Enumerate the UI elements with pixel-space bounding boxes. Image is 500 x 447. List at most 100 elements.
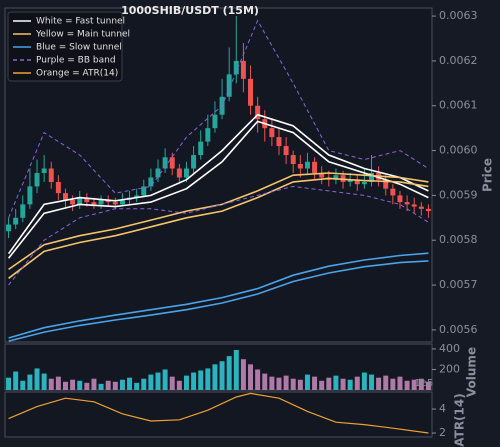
volume-bar: [98, 383, 104, 390]
candle-body: [212, 114, 218, 129]
volume-bar: [347, 379, 353, 390]
legend: White = Fast tunnel Yellow = Main tunnel B…: [13, 17, 130, 79]
volume-bar: [191, 372, 197, 390]
volume-bar: [84, 382, 90, 390]
candle-body: [390, 188, 396, 196]
tunnel-line: [7, 113, 429, 255]
volume-bar: [354, 376, 360, 390]
volume-bar: [176, 380, 182, 390]
candle-body: [304, 161, 310, 169]
candle-body: [148, 177, 154, 187]
candle-body: [290, 155, 296, 165]
volume-bar: [340, 378, 346, 390]
tunnel-line: [8, 185, 429, 286]
y-tick-label: 0.0063: [439, 9, 478, 22]
candle-body: [98, 199, 104, 205]
volume-bar: [297, 379, 303, 390]
volume-bar: [397, 376, 403, 390]
candle-body: [418, 206, 424, 209]
candle-body: [276, 137, 282, 147]
volume-bar: [383, 375, 389, 390]
candle-body: [205, 128, 211, 142]
atr-line: [8, 392, 429, 434]
candle-body: [198, 141, 204, 156]
marks: [6, 15, 436, 434]
volume-bar: [105, 380, 111, 390]
volume-bar: [91, 378, 97, 390]
candle-body: [20, 204, 26, 218]
legend-box: [7, 11, 123, 82]
candle-body: [191, 155, 197, 169]
candle-body: [6, 224, 12, 232]
volume-bar: [134, 382, 140, 390]
y-axis-label: ATR(14): [453, 393, 467, 446]
candle-body: [141, 186, 147, 196]
y-axis-label: Price: [481, 158, 495, 192]
tunnel-line: [8, 177, 429, 279]
volume-bar: [6, 377, 12, 390]
volume-bar: [376, 377, 382, 390]
volume-bar: [34, 368, 40, 390]
candle-body: [383, 179, 389, 189]
candle-body: [233, 60, 239, 75]
legend-label: Purple = BB band: [36, 56, 116, 66]
candle-body: [134, 195, 140, 198]
candle-body: [119, 199, 125, 205]
volume-bar: [70, 379, 76, 390]
candle-body: [13, 217, 19, 225]
volume-bar: [248, 364, 254, 390]
tunnel-line: [8, 172, 429, 271]
tunnel-line: [8, 252, 429, 339]
y-tick-label: 0.0061: [439, 99, 478, 112]
candle-body: [112, 202, 118, 205]
volume-bar: [77, 380, 83, 390]
candle-body: [312, 161, 318, 173]
volume-bar: [333, 375, 339, 390]
volume-bar: [183, 375, 189, 390]
candle-body: [255, 105, 261, 120]
axis-offset: 1e5: [415, 378, 434, 389]
volume-bar: [198, 370, 204, 390]
candle-body: [347, 179, 353, 182]
volume-bar: [240, 359, 246, 390]
volume-bar: [233, 349, 239, 390]
candle-body: [248, 78, 254, 106]
y-tick-label: 200: [439, 362, 460, 375]
candle-body: [333, 175, 339, 180]
candle-body: [269, 128, 275, 138]
candle-body: [105, 199, 111, 203]
y-tick-label: 0.0060: [439, 144, 478, 157]
tunnel-line: [8, 260, 429, 342]
volume-bar: [127, 377, 133, 390]
tunnel-line: [8, 19, 429, 218]
candle-body: [84, 197, 90, 203]
candle-body: [77, 197, 83, 205]
volume-bar: [55, 376, 61, 390]
volume-bar: [319, 380, 325, 390]
volume-bar: [255, 369, 261, 390]
candle-body: [397, 195, 403, 203]
volume-bar: [219, 361, 225, 390]
volume-bar: [304, 374, 310, 390]
volume-bar: [112, 381, 118, 390]
y-tick-label: 0.0056: [439, 323, 478, 336]
volume-bar: [41, 373, 47, 390]
volume-bar: [27, 374, 33, 390]
volume-bar: [63, 381, 68, 390]
y-tick-label: 0.0059: [439, 188, 478, 201]
volume-bar: [283, 375, 289, 390]
candle-body: [283, 146, 289, 156]
candle-body: [425, 208, 431, 212]
candle-body: [63, 193, 68, 200]
chart-title: 1000SHIB/USDT (15M): [121, 4, 259, 17]
candle-body: [48, 168, 54, 182]
volume-bar: [312, 376, 318, 390]
y-tick-label: 4: [439, 402, 446, 415]
candle-body: [297, 164, 303, 169]
candle-body: [169, 157, 175, 169]
candle-body: [91, 202, 97, 205]
volume-bar: [162, 369, 168, 390]
candle-body: [183, 168, 189, 178]
volume-bar: [404, 380, 410, 390]
